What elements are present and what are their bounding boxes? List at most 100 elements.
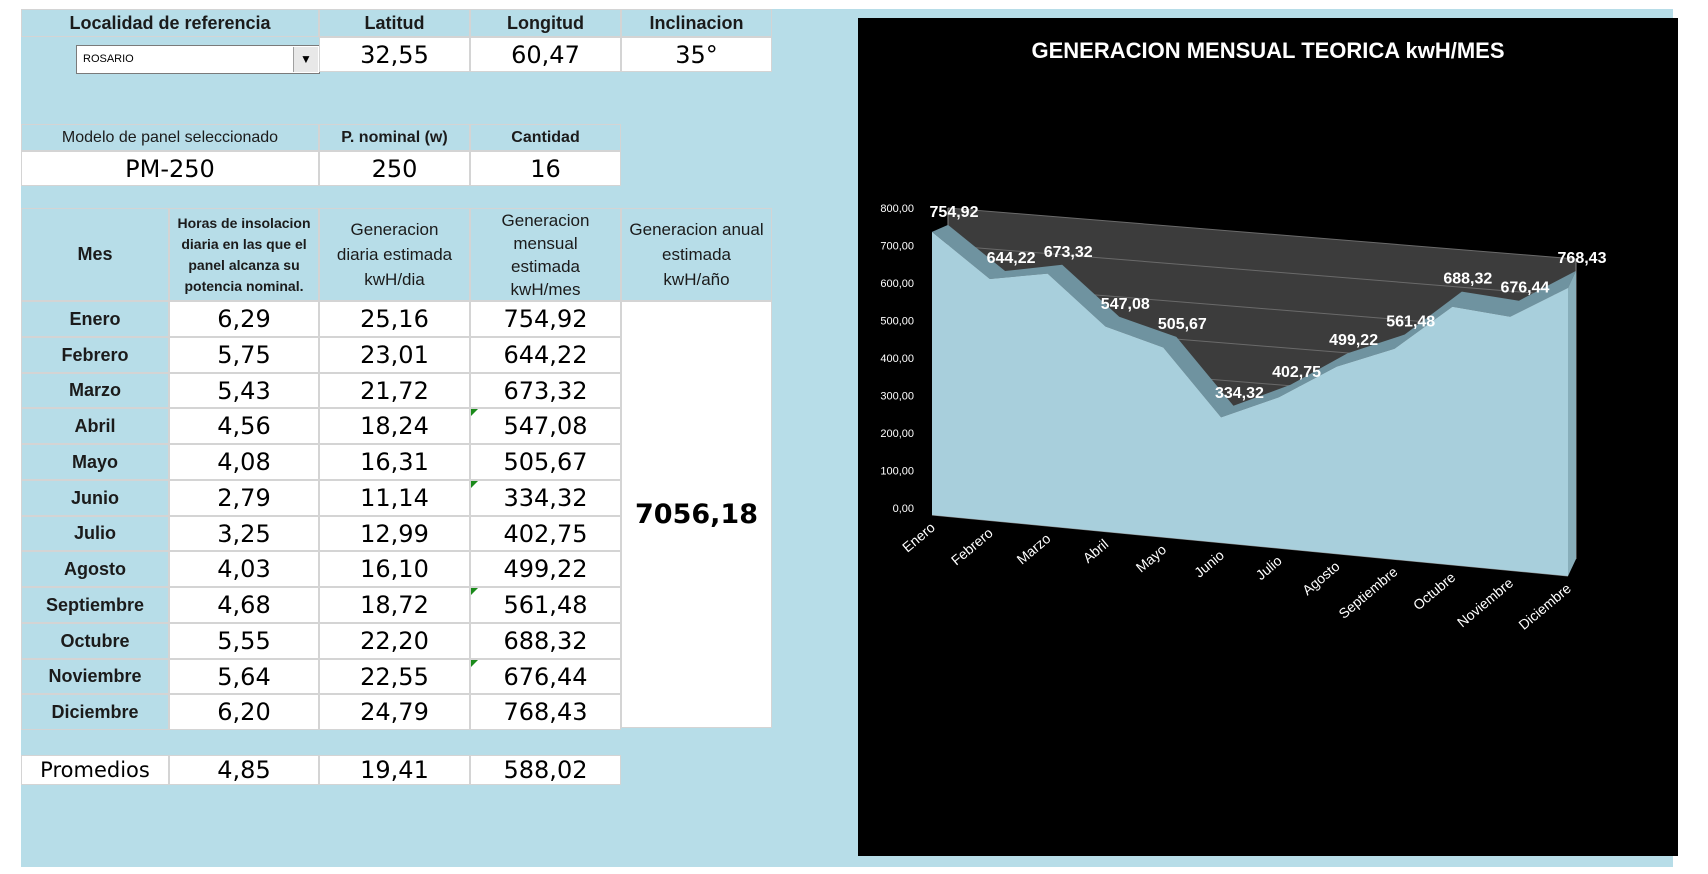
longitud-header: Longitud — [470, 9, 621, 37]
diaria-cell[interactable]: 18,24 — [319, 408, 470, 444]
data-label: 754,92 — [930, 204, 979, 221]
mensual-header: Generacion mensual estimada kwH/mes — [470, 208, 621, 301]
longitud-value[interactable]: 60,47 — [470, 37, 621, 72]
y-tick-label: 300,00 — [880, 391, 914, 403]
data-label: 673,32 — [1044, 244, 1093, 261]
latitud-header: Latitud — [319, 9, 470, 37]
mensual-cell[interactable]: 547,08 — [470, 408, 621, 444]
anual-cell[interactable]: 7056,18 — [621, 301, 772, 728]
horas-cell[interactable]: 3,25 — [169, 516, 319, 551]
month-cell: Enero — [21, 301, 169, 337]
anual-header: Generacion anual estimada kwH/año — [621, 208, 772, 301]
month-cell: Junio — [21, 480, 169, 516]
data-label: 505,67 — [1158, 316, 1207, 333]
horas-cell[interactable]: 2,79 — [169, 480, 319, 516]
localidad-header: Localidad de referencia — [21, 9, 319, 37]
month-cell: Agosto — [21, 551, 169, 587]
month-cell: Febrero — [21, 337, 169, 373]
gridline — [947, 245, 1577, 297]
month-cell: Diciembre — [21, 694, 169, 730]
data-label: 561,48 — [1386, 314, 1435, 331]
horas-cell[interactable]: 4,08 — [169, 444, 319, 480]
comment-indicator — [471, 409, 478, 416]
diaria-cell[interactable]: 22,20 — [319, 623, 470, 659]
pnominal-header: P. nominal (w) — [319, 124, 470, 151]
horas-cell[interactable]: 4,68 — [169, 587, 319, 623]
month-cell: Mayo — [21, 444, 169, 480]
latitud-value[interactable]: 32,55 — [319, 37, 470, 72]
horas-cell[interactable]: 5,75 — [169, 337, 319, 373]
x-tick-label: Mayo — [1133, 541, 1170, 575]
anual-value: 7056,18 — [635, 499, 758, 530]
mes-header: Mes — [21, 208, 169, 301]
diaria-cell[interactable]: 12,99 — [319, 516, 470, 551]
x-tick-label: Enero — [899, 519, 938, 555]
y-tick-label: 600,00 — [880, 278, 914, 290]
mensual-cell[interactable]: 754,92 — [470, 301, 621, 337]
data-label: 688,32 — [1443, 271, 1492, 288]
horas-cell[interactable]: 5,43 — [169, 373, 319, 408]
y-tick-label: 200,00 — [880, 428, 914, 440]
chevron-down-icon[interactable]: ▼ — [293, 47, 318, 72]
horas-header: Horas de insolacion diaria en las que el… — [169, 208, 319, 301]
y-tick-label: 400,00 — [880, 353, 914, 365]
diaria-header: Generacion diaria estimada kwH/dia — [319, 208, 470, 301]
localidad-dropdown[interactable]: ROSARIO ▼ — [76, 45, 320, 74]
diaria-cell[interactable]: 22,55 — [319, 659, 470, 694]
data-label: 402,75 — [1272, 364, 1321, 381]
modelo-value[interactable]: PM-250 — [21, 151, 319, 186]
mensual-cell[interactable]: 561,48 — [470, 587, 621, 623]
localidad-selected-value: ROSARIO — [83, 53, 134, 65]
y-tick-label: 100,00 — [880, 466, 914, 478]
horas-cell[interactable]: 6,29 — [169, 301, 319, 337]
month-cell: Noviembre — [21, 659, 169, 694]
x-tick-label: Marzo — [1013, 530, 1053, 567]
promedio-diaria[interactable]: 19,41 — [319, 755, 470, 785]
diaria-cell[interactable]: 23,01 — [319, 337, 470, 373]
month-cell: Octubre — [21, 623, 169, 659]
x-tick-label: Febrero — [948, 524, 996, 568]
diaria-cell[interactable]: 16,10 — [319, 551, 470, 587]
promedio-horas[interactable]: 4,85 — [169, 755, 319, 785]
x-tick-label: Octubre — [1410, 569, 1459, 613]
mensual-cell[interactable]: 505,67 — [470, 444, 621, 480]
diaria-cell[interactable]: 25,16 — [319, 301, 470, 337]
comment-indicator — [471, 481, 478, 488]
promedio-mensual[interactable]: 588,02 — [470, 755, 621, 785]
y-tick-label: 500,00 — [880, 316, 914, 328]
month-cell: Septiembre — [21, 587, 169, 623]
pnominal-value[interactable]: 250 — [319, 151, 470, 186]
cantidad-header: Cantidad — [470, 124, 621, 151]
horas-cell[interactable]: 5,64 — [169, 659, 319, 694]
horas-cell[interactable]: 4,56 — [169, 408, 319, 444]
month-cell: Abril — [21, 408, 169, 444]
mensual-cell[interactable]: 402,75 — [470, 516, 621, 551]
diaria-cell[interactable]: 18,72 — [319, 587, 470, 623]
x-tick-label: Julio — [1252, 552, 1285, 583]
horas-cell[interactable]: 5,55 — [169, 623, 319, 659]
diaria-cell[interactable]: 16,31 — [319, 444, 470, 480]
diaria-cell[interactable]: 11,14 — [319, 480, 470, 516]
diaria-cell[interactable]: 21,72 — [319, 373, 470, 408]
mensual-cell[interactable]: 768,43 — [470, 694, 621, 730]
month-cell: Julio — [21, 516, 169, 551]
horas-cell[interactable]: 6,20 — [169, 694, 319, 730]
data-label: 547,08 — [1101, 296, 1150, 313]
month-cell: Marzo — [21, 373, 169, 408]
mensual-cell[interactable]: 673,32 — [470, 373, 621, 408]
inclinacion-header: Inclinacion — [621, 9, 772, 37]
x-tick-label: Septiembre — [1335, 563, 1400, 621]
diaria-cell[interactable]: 24,79 — [319, 694, 470, 730]
mensual-cell[interactable]: 676,44 — [470, 659, 621, 694]
x-tick-label: Junio — [1191, 547, 1227, 581]
chart-svg: 0,00 100,00 200,00 300,00 400,00 500,00 600,00… — [880, 203, 1606, 633]
horas-cell[interactable]: 4,03 — [169, 551, 319, 587]
promedios-label: Promedios — [21, 755, 169, 785]
mensual-cell[interactable]: 499,22 — [470, 551, 621, 587]
mensual-cell[interactable]: 688,32 — [470, 623, 621, 659]
mensual-cell[interactable]: 334,32 — [470, 480, 621, 516]
inclinacion-value[interactable]: 35° — [621, 37, 772, 72]
mensual-cell[interactable]: 644,22 — [470, 337, 621, 373]
x-tick-label: Agosto — [1299, 558, 1343, 598]
cantidad-value[interactable]: 16 — [470, 151, 621, 186]
